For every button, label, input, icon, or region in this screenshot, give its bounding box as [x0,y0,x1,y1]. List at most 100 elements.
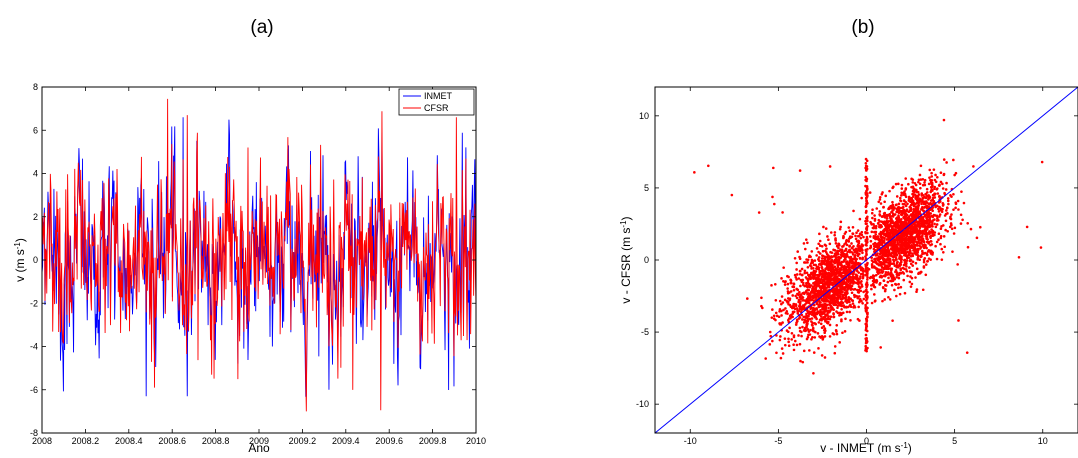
scatter-point [800,335,803,338]
scatter-point [898,212,901,215]
scatter-point [945,209,948,212]
scatter-point [905,195,908,198]
scatter-point [926,241,929,244]
scatter-point [920,192,923,195]
scatter-point [865,242,868,245]
scatter-point [861,251,864,254]
scatter-point [884,275,887,278]
scatter-point [924,222,927,225]
scatter-point [936,258,939,261]
scatter-point [861,302,864,305]
scatter-point [808,310,811,313]
scatter-point [895,208,898,211]
scatter-point [850,280,853,283]
scatter-point [931,224,934,227]
scatter-point [900,272,903,275]
scatter-point [846,244,849,247]
scatter-point [859,257,862,260]
scatter-point [934,245,937,248]
scatter-point [918,258,921,261]
scatter-point [865,323,868,326]
scatter-point [833,333,836,336]
scatter-point [918,179,921,182]
scatter-point [811,322,814,325]
scatter-point [820,315,823,318]
scatter-point [923,181,926,184]
scatter-point [805,298,808,301]
scatter-point [960,190,963,193]
scatter-point [840,308,843,311]
scatter-point [860,273,863,276]
scatter-point [707,165,710,168]
scatter-point [934,174,937,177]
scatter-point [866,319,869,322]
scatter-point [810,272,813,275]
scatter-point [925,237,928,240]
scatter-point [825,303,828,306]
scatter-point [798,317,801,320]
scatter-point [895,269,898,272]
scatter-point [854,277,857,280]
scatter-point [923,206,926,209]
scatter-point [909,209,912,212]
scatter-point [879,210,882,213]
scatter-point [941,258,944,261]
scatter-point [907,246,910,249]
scatter-point [865,284,868,287]
scatter-point [929,235,932,238]
scatter-point [866,330,869,333]
scatter-point [834,276,837,279]
scatter-point [806,286,809,289]
scatter-point [848,245,851,248]
scatter-point [840,251,843,254]
scatter-point [860,237,863,240]
scatter-point [870,231,873,234]
scatter-point [816,274,819,277]
scatter-point [918,229,921,232]
scatter-point [902,211,905,214]
scatter-point [849,236,852,239]
scatter-point [859,249,862,252]
scatter-point [830,231,833,234]
scatter-point [979,226,982,229]
scatter-point [952,159,955,162]
scatter-point [919,217,922,220]
scatter-point [825,247,828,250]
scatter-point [787,337,790,340]
scatter-point [834,273,837,276]
scatter-point [793,286,796,289]
scatter-point [822,250,825,253]
scatter-point [820,318,823,321]
scatter-point [852,210,855,213]
scatter-point [926,260,929,263]
scatter-point [856,263,859,266]
scatter-point [834,254,837,257]
scatter-point [934,206,937,209]
scatter-point [788,327,791,330]
scatter-point [782,280,785,283]
scatter-point [877,222,880,225]
scatter-point [903,215,906,218]
scatter-point [808,295,811,298]
scatter-point [942,187,945,190]
chart-a-xtick-label: 2008.6 [158,436,186,446]
scatter-point [810,250,813,253]
scatter-point [881,271,884,274]
scatter-point [797,334,800,337]
scatter-point [907,211,910,214]
scatter-point [931,184,934,187]
scatter-point [825,297,828,300]
scatter-point [790,338,793,341]
scatter-point [891,211,894,214]
scatter-point [859,275,862,278]
scatter-point [812,327,815,330]
scatter-point [906,208,909,211]
scatter-point [780,357,783,360]
scatter-point [882,286,885,289]
scatter-point [856,274,859,277]
scatter-point [858,319,861,322]
scatter-point [936,215,939,218]
chart-a-xtick-label: 2009.2 [289,436,317,446]
scatter-point [799,297,802,300]
scatter-point [775,312,778,315]
